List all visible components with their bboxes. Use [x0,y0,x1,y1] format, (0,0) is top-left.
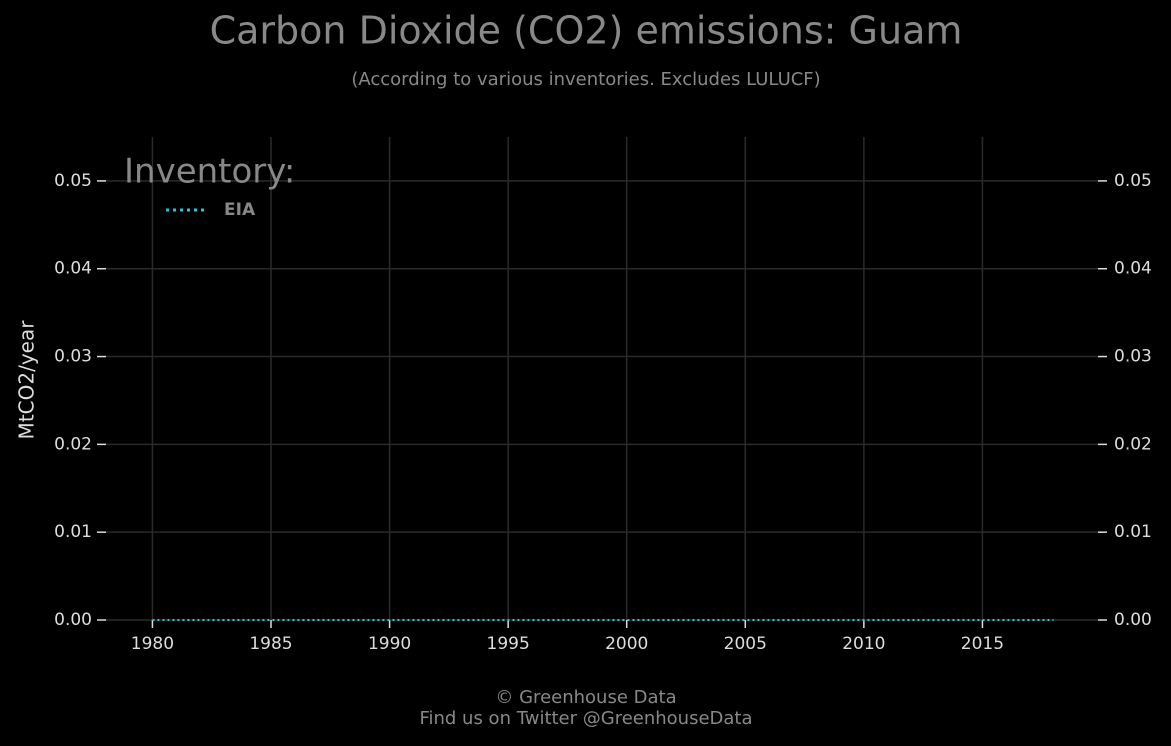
chart-subtitle: (According to various inventories. Exclu… [351,69,820,90]
y2-tick-label: 0.05 [1114,171,1152,191]
y-tick-label: 0.05 [54,171,92,191]
x-tick-label: 1995 [487,634,530,654]
x-tick-label: 1985 [249,634,292,654]
y-axis-label: MtCO2/year [15,320,39,440]
x-tick-label: 2005 [724,634,767,654]
x-tick-label: 2010 [842,634,885,654]
legend-title: Inventory: [124,152,295,192]
footer: © Greenhouse Data [495,687,676,708]
y2-tick-label: 0.02 [1114,434,1152,454]
chart-title: Carbon Dioxide (CO2) emissions: Guam [210,9,963,53]
y2-tick-label: 0.00 [1114,610,1152,630]
y2-tick-label: 0.01 [1114,522,1152,542]
x-tick-label: 1990 [368,634,411,654]
x-tick-label: 1980 [131,634,174,654]
y-tick-label: 0.04 [54,259,92,279]
legend-label: EIA [224,200,256,220]
y-tick-label: 0.00 [54,610,92,630]
y2-tick-label: 0.03 [1114,347,1152,367]
x-tick-label: 2000 [605,634,648,654]
y2-tick-label: 0.04 [1114,259,1152,279]
footer: Find us on Twitter @GreenhouseData [419,708,752,729]
y-tick-label: 0.03 [54,347,92,367]
y-tick-label: 0.01 [54,522,92,542]
x-tick-label: 2015 [961,634,1004,654]
y-tick-label: 0.02 [54,434,92,454]
